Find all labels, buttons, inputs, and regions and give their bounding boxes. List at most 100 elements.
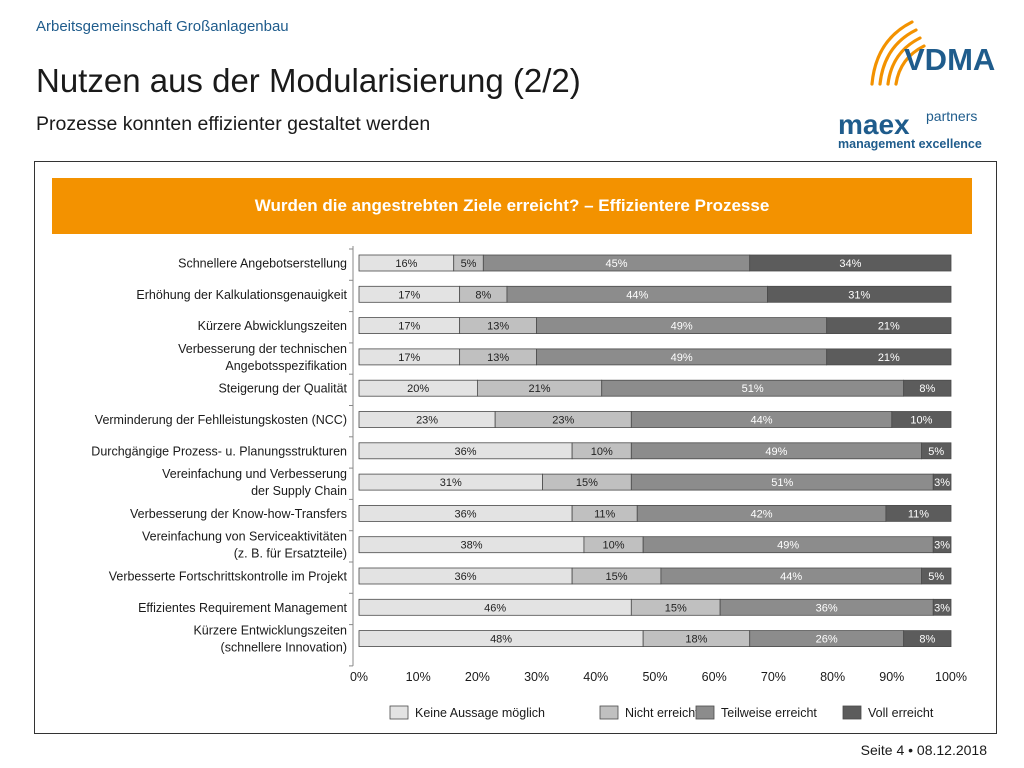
- x-tick-label: 40%: [583, 670, 608, 684]
- bar-segment: [932, 598, 952, 616]
- bar-segment: [891, 411, 952, 428]
- legend-label: Keine Aussage möglich: [415, 706, 545, 720]
- data-label: 44%: [626, 289, 648, 301]
- bar-segment: [932, 473, 952, 491]
- x-tick-label: 60%: [702, 670, 727, 684]
- data-label: 5%: [928, 571, 944, 583]
- data-label: 44%: [751, 415, 773, 427]
- legend-label: Teilweise erreicht: [721, 706, 817, 720]
- data-label: 38%: [460, 540, 482, 552]
- data-label: 15%: [606, 571, 628, 583]
- data-label: 18%: [685, 634, 707, 646]
- vdma-logo-arc: [886, 36, 922, 86]
- page-footer: Seite 4 • 08.12.2018: [860, 742, 987, 758]
- data-label: 51%: [742, 383, 764, 395]
- maex-logo-sup: partners: [926, 108, 977, 124]
- data-label: 17%: [398, 289, 420, 301]
- data-label: 8%: [919, 383, 935, 395]
- data-label: 15%: [576, 477, 598, 489]
- data-label: 36%: [816, 602, 838, 614]
- data-label: 21%: [878, 321, 900, 333]
- chart-title-banner: Wurden die angestrebten Ziele erreicht? …: [52, 178, 972, 234]
- bar-segment: [903, 630, 952, 648]
- data-label: 16%: [395, 258, 417, 270]
- vdma-logo-arc: [878, 28, 918, 86]
- category-label: Kürzere Abwicklungszeiten: [198, 319, 347, 333]
- data-label: 36%: [455, 571, 477, 583]
- category-label: Verbesserte Fortschrittskontrolle im Pro…: [109, 570, 348, 584]
- x-tick-label: 70%: [761, 670, 786, 684]
- data-label: 21%: [878, 352, 900, 364]
- data-label: 17%: [398, 352, 420, 364]
- data-label: 23%: [552, 415, 574, 427]
- data-label: 21%: [529, 383, 551, 395]
- vdma-logo-arc: [894, 44, 926, 86]
- data-label: 26%: [816, 634, 838, 646]
- page-subtitle: Prozesse konnten effizienter gestaltet w…: [36, 113, 431, 135]
- data-label: 44%: [780, 571, 802, 583]
- bar-segment: [921, 442, 952, 460]
- bar-segment: [921, 567, 952, 585]
- data-label: 49%: [671, 321, 693, 333]
- category-label: Effizientes Requirement Management: [138, 601, 347, 615]
- maex-logo-text: maex: [838, 109, 910, 140]
- data-label: 45%: [606, 258, 628, 270]
- legend-label: Voll erreicht: [868, 706, 934, 720]
- legend-label: Nicht erreicht: [625, 706, 699, 720]
- bar-segment: [767, 285, 952, 303]
- data-label: 31%: [440, 477, 462, 489]
- page-title: Nutzen aus der Modularisierung (2/2): [36, 62, 581, 99]
- maex-partners-logo: maex partners management excellence: [838, 108, 982, 151]
- data-label: 8%: [919, 634, 935, 646]
- x-tick-label: 50%: [642, 670, 667, 684]
- category-label: Verminderung der Fehlleistungskosten (NC…: [95, 413, 347, 427]
- content-frame: [34, 161, 997, 734]
- bar-segment: [932, 536, 952, 554]
- category-label: Durchgängige Prozess- u. Planungsstruktu…: [91, 444, 347, 458]
- data-label: 17%: [398, 321, 420, 333]
- x-tick-label: 10%: [406, 670, 431, 684]
- data-label: 5%: [461, 258, 477, 270]
- vdma-logo-text: VDMA: [904, 42, 995, 77]
- vdma-logo-arc: [870, 20, 914, 86]
- legend-swatch: [389, 705, 409, 720]
- category-label: Vereinfachung von Serviceaktivitäten (z. …: [142, 530, 347, 561]
- bar-segment: [903, 379, 952, 397]
- vdma-logo: VDMA: [870, 20, 995, 86]
- x-tick-label: 80%: [820, 670, 845, 684]
- data-label: 49%: [671, 352, 693, 364]
- data-label: 5%: [928, 446, 944, 458]
- data-label: 8%: [475, 289, 491, 301]
- category-label: Schnellere Angebotserstellung: [178, 257, 347, 271]
- bar-segment: [885, 504, 952, 522]
- x-tick-label: 20%: [465, 670, 490, 684]
- data-label: 13%: [487, 352, 509, 364]
- bar-segment: [749, 254, 952, 272]
- legend-swatch: [842, 705, 862, 720]
- legend-swatch: [695, 705, 715, 720]
- maex-logo-tagline: management excellence: [838, 137, 982, 151]
- data-label: 23%: [416, 415, 438, 427]
- data-label: 36%: [455, 508, 477, 520]
- data-label: 31%: [848, 289, 870, 301]
- data-label: 42%: [751, 508, 773, 520]
- data-label: 51%: [771, 477, 793, 489]
- category-label: Verbesserung der Know-how-Transfers: [130, 507, 347, 521]
- stacked-bar-chart: Schnellere Angebotserstellung 16% 5% 45% 34%…: [91, 246, 967, 720]
- data-label: 11%: [594, 508, 615, 520]
- x-tick-label: 30%: [524, 670, 549, 684]
- category-label: Vereinfachung und Verbesserung der Supply…: [162, 467, 347, 498]
- legend-swatch: [599, 705, 619, 720]
- data-label: 10%: [603, 540, 625, 552]
- data-label: 36%: [455, 446, 477, 458]
- data-label: 10%: [910, 415, 932, 427]
- x-tick-label: 90%: [879, 670, 904, 684]
- data-label: 3%: [934, 477, 950, 489]
- data-label: 48%: [490, 634, 512, 646]
- data-label: 11%: [908, 508, 929, 520]
- data-label: 49%: [777, 540, 799, 552]
- data-label: 49%: [765, 446, 787, 458]
- x-tick-label: 0%: [350, 670, 368, 684]
- data-label: 34%: [839, 258, 861, 270]
- x-tick-label: 100%: [935, 670, 967, 684]
